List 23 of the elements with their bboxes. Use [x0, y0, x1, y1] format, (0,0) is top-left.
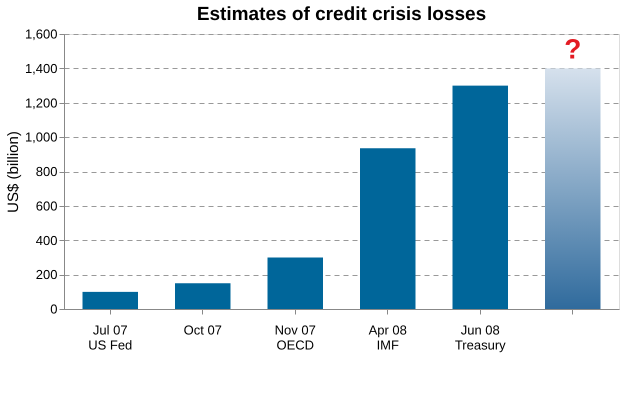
y-tick-label: 400 — [36, 232, 58, 248]
bar — [175, 283, 230, 309]
x-tick-label: Jul 07 US Fed — [88, 322, 132, 352]
x-tick-label: Jun 08 Treasury — [454, 322, 506, 352]
y-tick-label: 1,200 — [24, 95, 58, 110]
bar — [360, 148, 416, 309]
bar — [268, 257, 323, 309]
annotation: ? — [564, 33, 582, 64]
y-axis-title: US$ (billion) — [4, 131, 22, 213]
bar — [545, 68, 600, 309]
x-tick-label: Oct 07 — [184, 322, 222, 338]
y-tick-label: 0 — [50, 302, 58, 316]
x-tick-label: Apr 08 IMF — [368, 322, 407, 352]
y-tick-label: 1,000 — [24, 130, 58, 145]
x-tick-label: Nov 07 OECD — [274, 322, 316, 352]
bar — [452, 86, 508, 309]
y-tick-label: 1,600 — [24, 26, 58, 42]
bar — [82, 292, 138, 309]
chart-title: Estimates of credit crisis losses — [196, 4, 486, 25]
y-tick-label: 1,400 — [24, 60, 58, 76]
y-tick-label: 200 — [36, 267, 58, 282]
y-tick-label: 600 — [36, 198, 58, 214]
y-tick-label: 800 — [36, 164, 58, 179]
